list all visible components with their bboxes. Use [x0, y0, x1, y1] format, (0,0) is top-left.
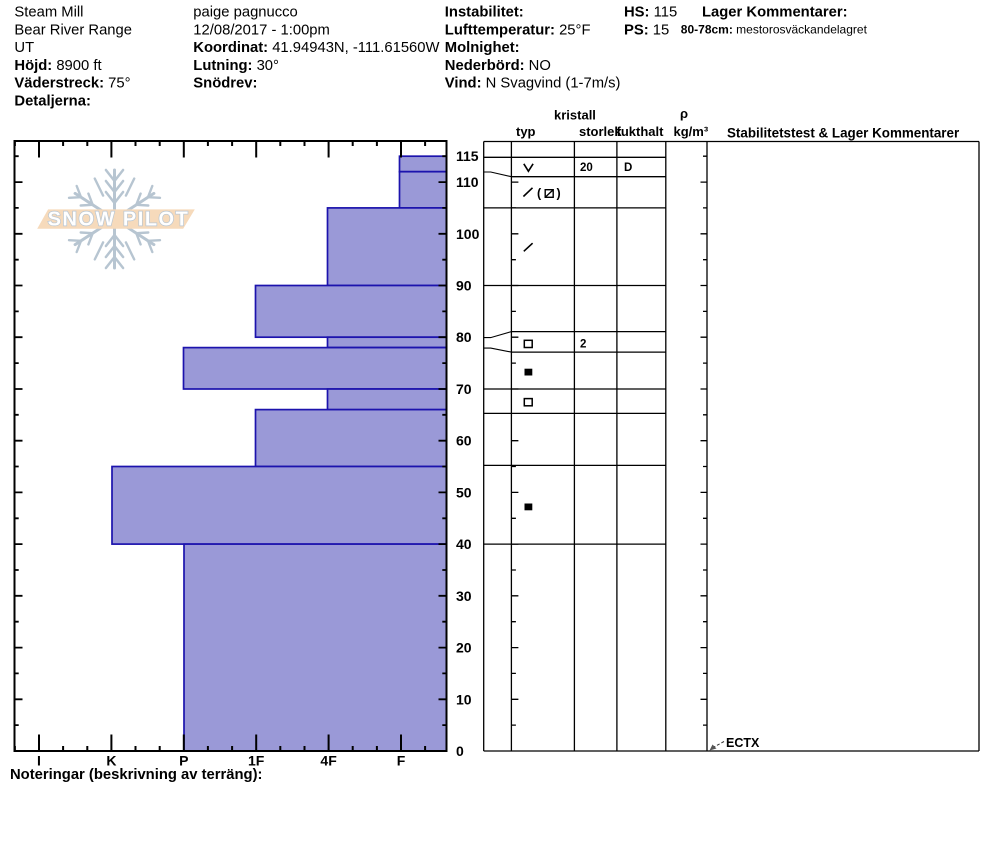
svg-text:ρ: ρ	[680, 106, 688, 121]
svg-text:paige pagnucco: paige pagnucco	[193, 5, 297, 21]
svg-text:P: P	[179, 753, 188, 769]
svg-text:F: F	[397, 753, 406, 769]
svg-text:Lutning: 30°: Lutning: 30°	[193, 58, 279, 74]
svg-text:typ: typ	[516, 124, 536, 139]
svg-text:Nederbörd: NO: Nederbörd: NO	[445, 58, 551, 74]
svg-text:80: 80	[456, 329, 472, 345]
svg-text:90: 90	[456, 278, 472, 294]
svg-text:115: 115	[456, 148, 479, 164]
svg-text:HS: 115: HS: 115	[624, 5, 677, 21]
svg-text:Höjd: 8900 ft: Höjd: 8900 ft	[14, 58, 101, 74]
svg-text:Detaljerna:: Detaljerna:	[14, 94, 90, 110]
svg-text:Noteringar (beskrivning av ter: Noteringar (beskrivning av terräng):	[10, 767, 262, 783]
svg-text:D: D	[624, 162, 632, 174]
svg-text:30: 30	[456, 588, 472, 604]
svg-text:110: 110	[456, 174, 479, 190]
svg-text:kristall: kristall	[554, 108, 596, 123]
svg-text:2: 2	[580, 338, 586, 350]
svg-text:Stabilitetstest & Lager Kommen: Stabilitetstest & Lager Kommentarer	[727, 126, 960, 141]
svg-text:SNOW PILOT: SNOW PILOT	[48, 209, 190, 231]
svg-text:fukthalt: fukthalt	[617, 124, 665, 139]
svg-text:Snödrev:: Snödrev:	[193, 76, 257, 92]
svg-text:Molnighet:: Molnighet:	[445, 40, 520, 56]
svg-text:80-78cm: mestorosväckandelagre: 80-78cm: mestorosväckandelagret	[681, 23, 868, 37]
svg-text:ECTX: ECTX	[726, 736, 760, 750]
svg-text:UT: UT	[14, 40, 34, 56]
svg-text:I: I	[37, 753, 41, 769]
svg-text:Vind: N Svagvind (1-7m/s): Vind: N Svagvind (1-7m/s)	[445, 76, 621, 92]
svg-text:Steam Mill: Steam Mill	[14, 5, 83, 21]
svg-text:0: 0	[456, 743, 464, 759]
svg-text:Instabilitet:: Instabilitet:	[445, 5, 524, 21]
svg-text:Lager Kommentarer:: Lager Kommentarer:	[702, 5, 848, 21]
svg-text:Lufttemperatur: 25°F: Lufttemperatur: 25°F	[445, 22, 591, 38]
svg-text:70: 70	[456, 381, 472, 397]
svg-text:Bear River Range: Bear River Range	[14, 22, 132, 38]
svg-text:12/08/2017 - 1:00pm: 12/08/2017 - 1:00pm	[193, 22, 330, 38]
svg-text:storlek: storlek	[579, 124, 622, 139]
svg-text:PS: 15: PS: 15	[624, 22, 669, 38]
svg-text:1F: 1F	[248, 753, 265, 769]
svg-text:50: 50	[456, 484, 472, 500]
svg-text:60: 60	[456, 433, 472, 449]
svg-text:20: 20	[580, 162, 593, 174]
svg-text:10: 10	[456, 691, 472, 707]
svg-text:): )	[557, 187, 561, 201]
svg-text:4F: 4F	[320, 753, 337, 769]
svg-text:Koordinat: 41.94943N, -111.615: Koordinat: 41.94943N, -111.61560W	[193, 40, 439, 56]
svg-text:(: (	[537, 187, 542, 201]
svg-text:K: K	[106, 753, 116, 769]
svg-text:Väderstreck: 75°: Väderstreck: 75°	[14, 76, 130, 92]
svg-text:40: 40	[456, 536, 472, 552]
svg-text:100: 100	[456, 226, 480, 242]
svg-text:kg/m³: kg/m³	[674, 124, 709, 139]
svg-text:20: 20	[456, 640, 472, 656]
